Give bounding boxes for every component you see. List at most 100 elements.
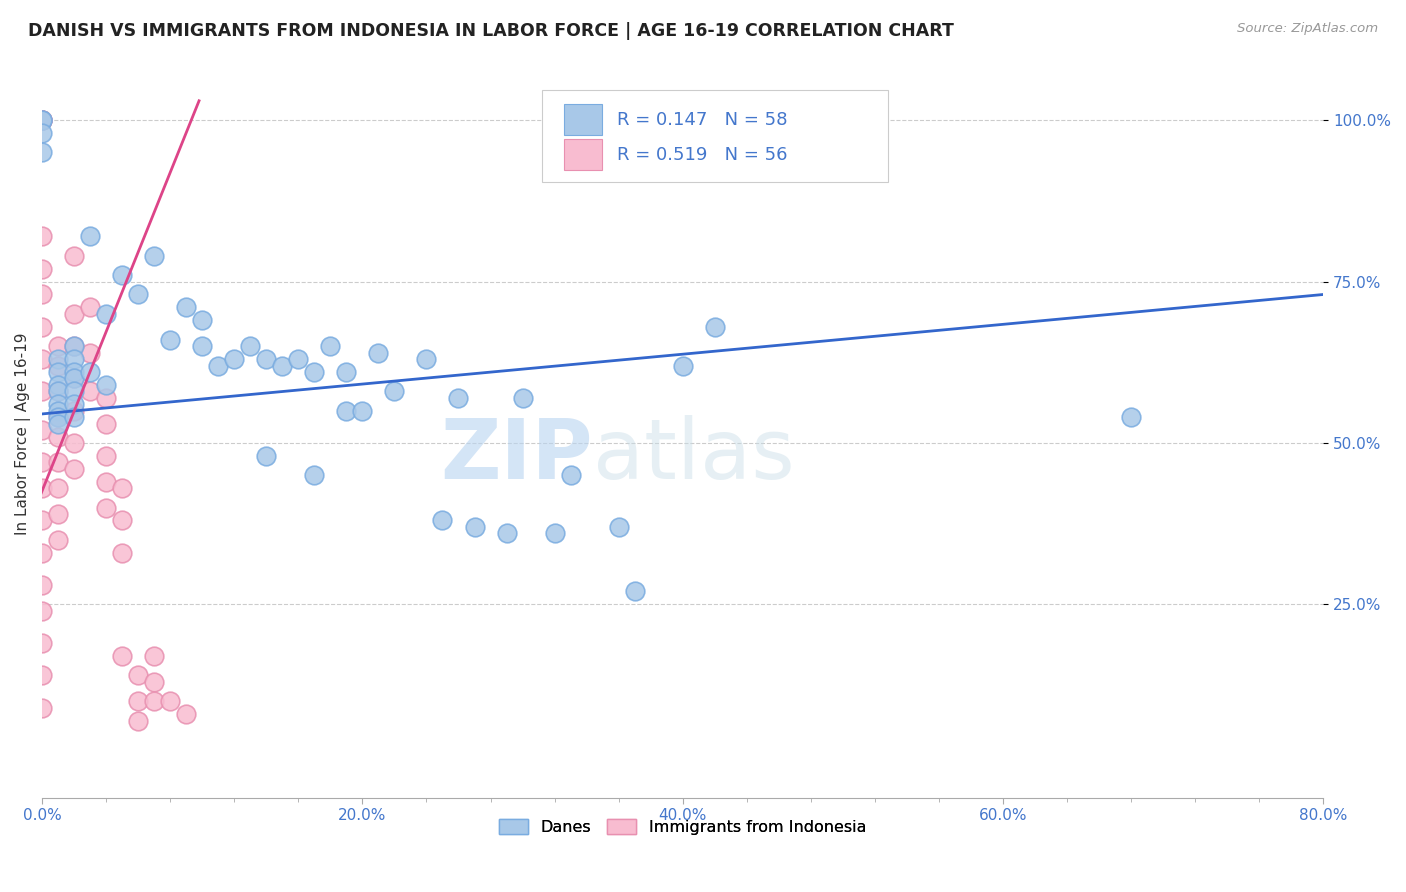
Point	[463, 520, 485, 534]
Point	[304, 365, 326, 379]
Point	[335, 403, 357, 417]
Point	[79, 384, 101, 399]
Point	[46, 410, 69, 425]
Point	[560, 468, 582, 483]
Point	[31, 455, 53, 469]
Point	[143, 694, 166, 708]
Point	[432, 513, 454, 527]
Point	[46, 429, 69, 443]
Point	[63, 339, 86, 353]
Point	[111, 268, 134, 282]
Text: ZIP: ZIP	[440, 415, 593, 496]
Point	[159, 694, 181, 708]
Point	[96, 475, 118, 489]
Point	[239, 339, 262, 353]
Point	[191, 339, 214, 353]
Point	[46, 507, 69, 521]
Point	[63, 403, 86, 417]
Point	[31, 113, 53, 128]
Point	[79, 301, 101, 315]
Point	[46, 417, 69, 431]
Point	[63, 352, 86, 367]
Point	[96, 377, 118, 392]
Point	[31, 423, 53, 437]
Point	[254, 449, 277, 463]
Point	[111, 513, 134, 527]
Point	[96, 417, 118, 431]
Point	[31, 513, 53, 527]
Text: R = 0.519   N = 56: R = 0.519 N = 56	[617, 145, 787, 163]
Point	[174, 301, 197, 315]
Point	[254, 352, 277, 367]
Point	[46, 481, 69, 495]
Point	[367, 345, 389, 359]
Point	[96, 391, 118, 405]
Point	[79, 365, 101, 379]
Point	[46, 339, 69, 353]
Point	[96, 449, 118, 463]
Point	[63, 462, 86, 476]
Point	[46, 384, 69, 399]
Point	[335, 365, 357, 379]
Point	[31, 319, 53, 334]
Point	[63, 249, 86, 263]
Point	[31, 546, 53, 560]
Point	[31, 636, 53, 650]
Point	[495, 526, 517, 541]
Point	[111, 648, 134, 663]
Point	[31, 113, 53, 128]
Text: DANISH VS IMMIGRANTS FROM INDONESIA IN LABOR FORCE | AGE 16-19 CORRELATION CHART: DANISH VS IMMIGRANTS FROM INDONESIA IN L…	[28, 22, 955, 40]
Point	[271, 359, 294, 373]
Point	[31, 481, 53, 495]
Point	[31, 287, 53, 301]
Text: Source: ZipAtlas.com: Source: ZipAtlas.com	[1237, 22, 1378, 36]
Point	[63, 339, 86, 353]
Point	[46, 397, 69, 411]
Point	[46, 365, 69, 379]
Point	[127, 694, 149, 708]
Point	[31, 604, 53, 618]
FancyBboxPatch shape	[541, 90, 887, 182]
Point	[352, 403, 374, 417]
Point	[127, 287, 149, 301]
Point	[31, 668, 53, 682]
Point	[63, 410, 86, 425]
Point	[384, 384, 406, 399]
Bar	[564, 104, 602, 135]
Point	[127, 668, 149, 682]
Point	[63, 371, 86, 385]
Point	[447, 391, 470, 405]
Point	[46, 533, 69, 547]
Point	[46, 403, 69, 417]
Point	[31, 578, 53, 592]
Point	[31, 126, 53, 140]
Text: R = 0.147   N = 58: R = 0.147 N = 58	[617, 111, 787, 128]
Point	[31, 113, 53, 128]
Point	[127, 714, 149, 728]
Point	[46, 359, 69, 373]
Point	[1119, 410, 1142, 425]
Point	[96, 500, 118, 515]
Point	[31, 384, 53, 399]
Point	[63, 384, 86, 399]
Point	[143, 249, 166, 263]
Point	[143, 648, 166, 663]
Point	[415, 352, 437, 367]
Point	[46, 377, 69, 392]
Point	[46, 384, 69, 399]
Point	[31, 113, 53, 128]
Point	[287, 352, 309, 367]
Point	[111, 546, 134, 560]
Point	[607, 520, 630, 534]
Point	[512, 391, 534, 405]
Point	[46, 455, 69, 469]
Point	[31, 261, 53, 276]
Point	[31, 700, 53, 714]
Point	[46, 410, 69, 425]
Point	[224, 352, 246, 367]
Point	[63, 307, 86, 321]
Point	[31, 352, 53, 367]
Text: atlas: atlas	[593, 415, 794, 496]
Point	[304, 468, 326, 483]
Point	[543, 526, 565, 541]
